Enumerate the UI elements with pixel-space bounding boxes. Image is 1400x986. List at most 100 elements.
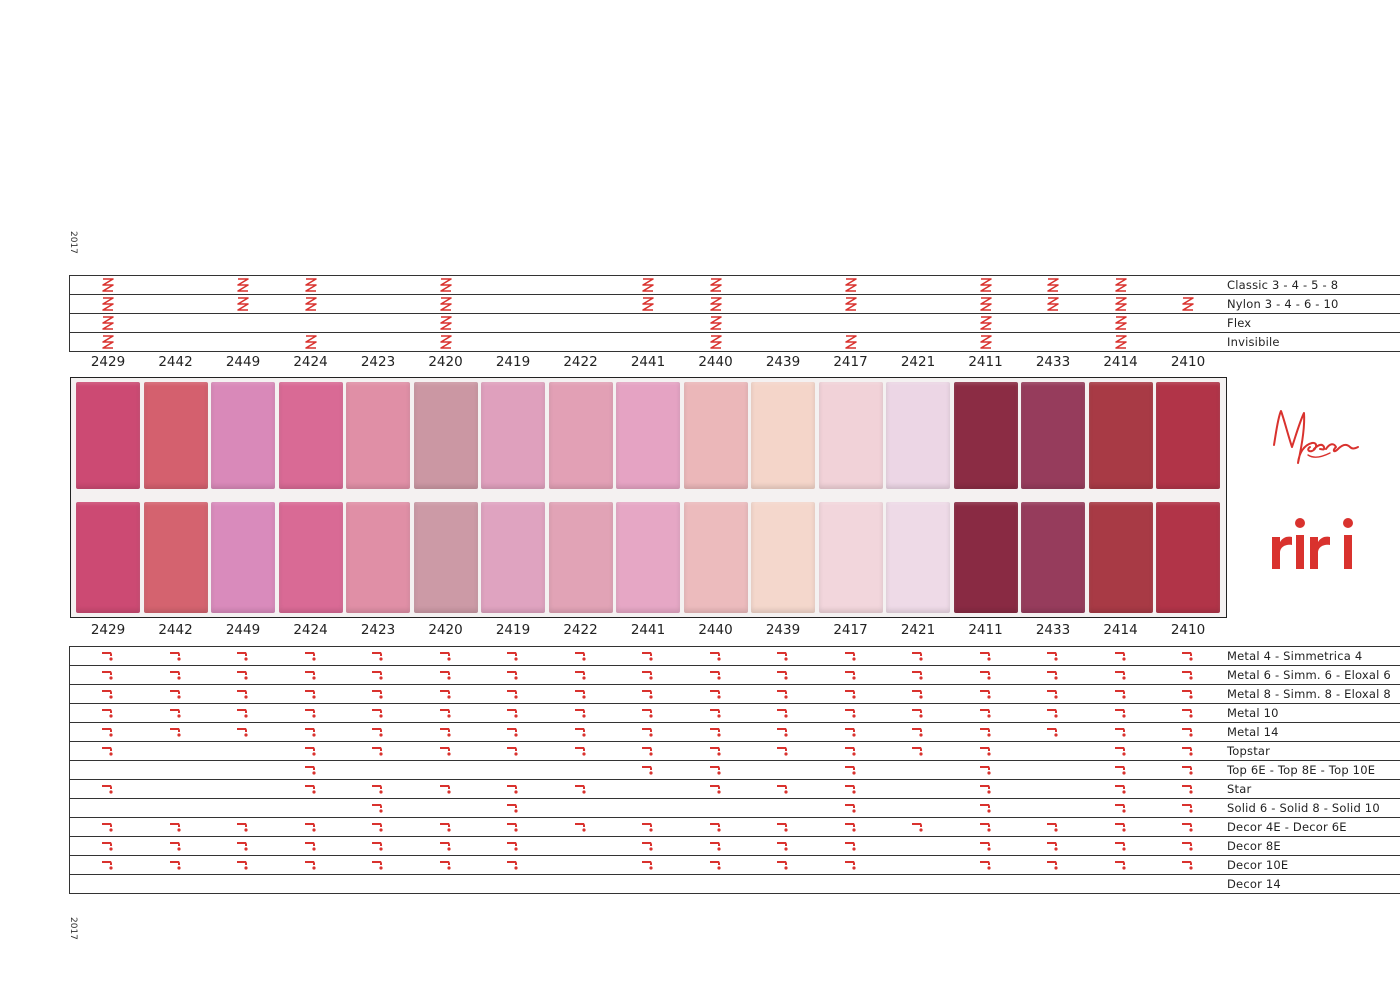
metal-slider-icon [303,857,319,873]
color-code-label: 2429 [90,622,126,638]
color-code-label: 2411 [968,354,1003,370]
table-row: Metal 8 - Simm. 8 - Eloxal 8 [69,684,1400,704]
metal-slider-icon [505,819,521,835]
table-row: Metal 14 [69,722,1400,742]
zipper-zigzag-icon [843,296,859,312]
color-swatch-top [1088,382,1153,489]
color-code-label: 2423 [360,354,396,370]
row-label: Star [1227,782,1252,796]
metal-slider-icon [978,648,994,664]
metal-slider-icon [235,819,251,835]
table-row: Classic 3 - 4 - 5 - 8 [69,275,1400,295]
metal-slider-icon [168,667,184,683]
metal-slider-icon [640,648,656,664]
metal-slider-icon [100,857,116,873]
metal-slider-icon [978,762,994,778]
row-label: Topstar [1227,744,1271,758]
color-code-label: 2433 [1035,622,1071,638]
metal-slider-icon [708,781,724,797]
zipper-zigzag-icon [978,296,994,312]
metal-slider-icon [775,781,791,797]
metal-slider-icon [1113,724,1129,740]
metal-slider-icon [303,648,319,664]
metal-slider-icon [910,686,926,702]
color-swatch-top [413,382,478,489]
metal-slider-icon [1180,762,1196,778]
color-code-label: 2420 [428,354,463,370]
metal-slider-icon [505,724,521,740]
metal-slider-icon [438,781,454,797]
metal-slider-icon [978,781,994,797]
metal-slider-icon [978,857,994,873]
metal-slider-icon [303,667,319,683]
metal-slider-icon [168,724,184,740]
metal-slider-icon [1180,705,1196,721]
metal-slider-icon [910,819,926,835]
zipper-zigzag-icon [708,315,724,331]
table-row: Metal 4 - Simmetrica 4 [69,646,1400,666]
metal-slider-icon [438,686,454,702]
color-swatch-bottom [481,502,545,613]
zipper-zigzag-icon [100,315,116,331]
zipper-zigzag-icon [438,315,454,331]
color-swatch-bottom [548,502,613,613]
metal-slider-icon [100,781,116,797]
meras-script-logo [1273,410,1359,464]
metal-slider-icon [438,667,454,683]
color-code-label: 2421 [900,622,936,638]
color-swatch-panel [70,377,1227,618]
metal-slider-icon [910,648,926,664]
metal-slider-icon [640,819,656,835]
metal-slider-icon [573,667,589,683]
table-row: Decor 14 [69,874,1400,894]
color-swatch-bottom [818,502,883,613]
metal-slider-icon [910,724,926,740]
row-label: Invisibile [1227,335,1280,349]
zipper-zigzag-icon [235,277,251,293]
metal-slider-icon [370,819,386,835]
metal-slider-icon [370,743,386,759]
color-code-label: 2424 [293,622,328,638]
metal-slider-icon [1045,724,1061,740]
color-swatch-top [683,382,748,489]
metal-slider-icon [1180,667,1196,683]
color-code-label: 2417 [833,622,868,638]
metal-slider-icon [1113,857,1129,873]
metal-slider-icon [100,743,116,759]
metal-slider-icon [438,838,454,854]
metal-slider-icon [100,724,116,740]
metal-slider-icon [910,667,926,683]
color-code-label: 2414 [1103,622,1138,638]
color-swatch-top [548,382,613,489]
zipper-zigzag-icon [1113,334,1129,350]
color-swatch-top [346,382,410,489]
metal-slider-icon [1045,686,1061,702]
metal-slider-icon [640,724,656,740]
row-label: Nylon 3 - 4 - 6 - 10 [1227,297,1339,311]
row-label: Flex [1227,316,1252,330]
table-row: Invisibile [69,332,1400,352]
color-code-label: 2422 [563,622,598,638]
metal-slider-icon [573,705,589,721]
metal-slider-icon [235,857,251,873]
metal-slider-icon [303,819,319,835]
zipper-zigzag-icon [843,334,859,350]
zipper-zigzag-icon [1113,296,1129,312]
color-code-label: 2433 [1035,354,1071,370]
year-label-bottom: 2017 [68,917,78,940]
table-row: Decor 10E [69,855,1400,875]
metal-slider-icon [370,667,386,683]
metal-slider-icon [438,648,454,664]
metal-slider-icon [235,667,251,683]
metal-slider-icon [505,648,521,664]
metal-slider-icon [573,686,589,702]
zipper-zigzag-icon [1113,277,1129,293]
metal-slider-icon [978,724,994,740]
color-swatch-bottom [413,502,478,613]
metal-slider-icon [775,724,791,740]
color-swatch-top [751,382,815,489]
metal-slider-icon [370,781,386,797]
metal-slider-icon [1113,743,1129,759]
metal-slider-icon [640,667,656,683]
zipper-zigzag-icon [303,296,319,312]
